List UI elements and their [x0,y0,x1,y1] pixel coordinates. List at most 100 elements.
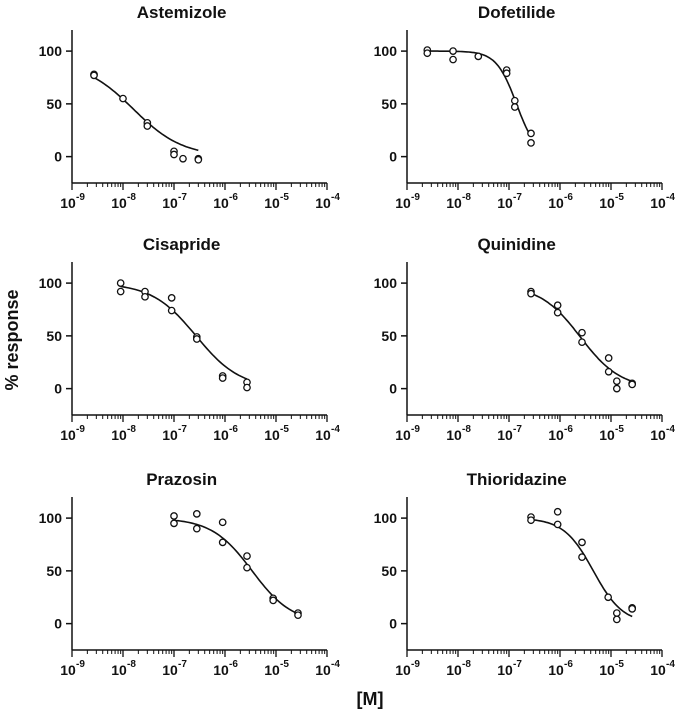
x-tick-exponent: -9 [76,192,85,203]
x-tick-label: 10 [213,662,229,678]
data-point [218,538,227,547]
x-tick-label: 10 [60,662,76,678]
data-point [578,553,586,561]
data-point [628,604,637,613]
data-point [510,96,519,105]
x-tick-exponent: -7 [178,192,187,203]
data-point [141,292,149,301]
data-point [194,155,203,164]
x-tick-exponent: -6 [564,424,573,435]
x-tick-label: 10 [60,427,76,443]
x-tick-exponent: -8 [127,659,136,670]
x-tick-label: 10 [111,427,127,443]
x-tick-label: 10 [650,427,666,443]
x-tick-label: 10 [548,195,564,211]
x-tick-label: 10 [548,427,564,443]
x-tick-label: 10 [599,662,615,678]
data-point [167,306,176,315]
x-tick-exponent: -7 [513,659,522,670]
data-point [474,52,483,61]
x-tick-exponent: -6 [564,659,573,670]
data-point [527,129,535,138]
x-tick-exponent: -5 [280,192,289,203]
y-tick-label: 0 [389,616,397,632]
x-tick-label: 10 [446,662,462,678]
panel-title: Thioridazine [467,470,567,489]
x-tick-exponent: -4 [331,192,340,203]
x-tick-exponent: -9 [76,659,85,670]
x-tick-exponent: -4 [331,424,340,435]
x-tick-exponent: -6 [564,192,573,203]
x-tick-label: 10 [111,662,127,678]
data-point [604,354,613,362]
data-point [192,524,201,533]
y-tick-label: 100 [374,275,398,291]
fit-curve [93,76,199,152]
y-tick-label: 100 [39,275,63,291]
data-point [243,383,251,392]
data-point [612,609,621,617]
y-tick-label: 50 [46,328,62,344]
data-point [578,538,586,547]
x-tick-exponent: -7 [178,659,187,670]
y-tick-label: 50 [46,563,62,579]
x-tick-label: 10 [315,427,331,443]
y-tick-label: 50 [381,96,397,112]
x-tick-exponent: -9 [411,424,420,435]
data-point [218,374,227,382]
y-axis-label: % response [2,289,22,390]
x-tick-label: 10 [60,195,76,211]
data-point [170,150,178,159]
fit-curve [120,285,248,380]
x-tick-exponent: -9 [411,659,420,670]
data-point [510,103,519,111]
data-point [604,593,613,602]
data-point [553,308,562,317]
fit-curve [427,50,532,137]
x-tick-exponent: -4 [331,659,340,670]
data-point [527,516,535,525]
y-tick-label: 50 [381,328,397,344]
y-tick-label: 0 [389,149,397,165]
data-point [578,338,586,347]
y-tick-label: 50 [381,563,397,579]
x-tick-label: 10 [111,195,127,211]
x-tick-label: 10 [650,662,666,678]
x-tick-label: 10 [497,427,513,443]
data-point [116,287,125,296]
data-point [119,94,127,103]
x-tick-label: 10 [264,427,280,443]
data-point [628,380,637,389]
data-point [269,596,278,605]
x-tick-label: 10 [315,195,331,211]
x-tick-label: 10 [446,427,462,443]
x-tick-exponent: -8 [462,659,471,670]
data-point [502,69,511,78]
data-point [179,154,187,163]
x-tick-exponent: -8 [127,424,136,435]
y-tick-label: 0 [54,616,62,632]
fit-curve [173,519,299,615]
data-point [170,512,178,520]
fit-curve [530,518,633,618]
x-tick-label: 10 [395,662,411,678]
data-point [90,71,98,80]
x-tick-label: 10 [599,427,615,443]
x-tick-exponent: -5 [280,424,289,435]
data-point [527,289,535,298]
x-tick-exponent: -9 [411,192,420,203]
x-tick-exponent: -7 [178,424,187,435]
x-tick-label: 10 [497,195,513,211]
x-tick-exponent: -4 [666,424,675,435]
data-point [294,611,302,620]
x-tick-exponent: -5 [615,192,624,203]
x-tick-label: 10 [162,662,178,678]
data-point [604,367,613,376]
